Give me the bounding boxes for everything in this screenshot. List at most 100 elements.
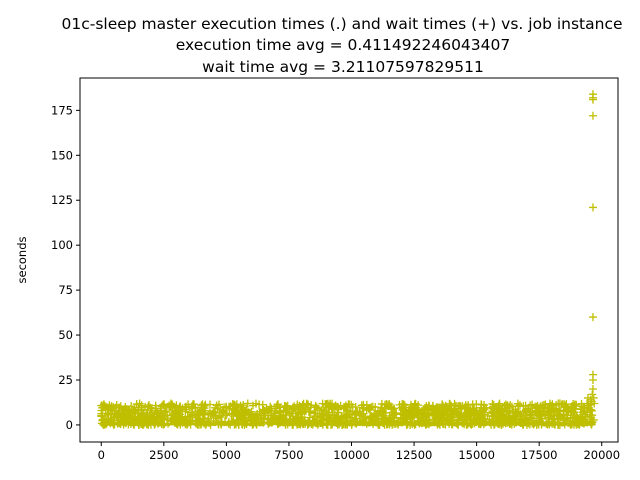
- wait-time-point: [122, 410, 131, 419]
- wait-time-point: [333, 414, 342, 423]
- wait-time-point: [466, 414, 475, 423]
- execution-time-point: [199, 423, 203, 427]
- y-tick-label: 150: [51, 148, 73, 162]
- execution-time-point: [99, 421, 104, 426]
- execution-time-point: [556, 423, 560, 427]
- wait-time-point: [141, 402, 150, 411]
- wait-time-point: [229, 400, 238, 409]
- wait-time-point: [294, 405, 303, 414]
- wait-time-point: [158, 412, 167, 421]
- execution-time-point: [146, 423, 150, 427]
- wait-time-point: [410, 409, 419, 418]
- wait-time-point: [190, 410, 199, 419]
- execution-time-point: [317, 422, 322, 426]
- execution-time-point: [271, 421, 275, 426]
- execution-time-point: [344, 422, 348, 426]
- wait-time-point: [204, 414, 213, 423]
- execution-time-point: [580, 423, 584, 427]
- wait-time-point: [564, 407, 573, 416]
- wait-time-point: [237, 413, 246, 422]
- execution-time-point: [243, 422, 247, 426]
- execution-time-point: [573, 423, 577, 427]
- x-tick-label: 0: [98, 448, 105, 462]
- wait-time-point: [316, 414, 325, 423]
- wait-time-point: [479, 404, 488, 413]
- wait-time-point: [195, 414, 204, 423]
- execution-time-point: [439, 422, 443, 426]
- wait-time-point: [157, 414, 166, 423]
- execution-time-point: [230, 422, 235, 426]
- execution-time-point: [450, 423, 454, 427]
- execution-time-point: [311, 421, 315, 426]
- execution-time-point: [411, 422, 415, 426]
- wait-time-point: [585, 410, 594, 419]
- execution-time-point: [417, 423, 421, 427]
- execution-time-point: [131, 421, 135, 426]
- wait-time-point: [259, 407, 268, 416]
- execution-time-point: [306, 422, 310, 427]
- x-tick-label: 20000: [583, 448, 620, 462]
- wait-time-outlier: [588, 375, 597, 384]
- wait-time-point: [396, 413, 405, 422]
- execution-time-point: [248, 422, 252, 427]
- execution-time-point: [541, 422, 546, 426]
- execution-time-point: [325, 423, 329, 427]
- execution-time-point: [570, 423, 574, 427]
- wait-time-outlier: [588, 95, 597, 104]
- execution-time-point: [407, 422, 412, 426]
- wait-time-point: [528, 404, 537, 413]
- execution-time-point: [296, 422, 300, 426]
- wait-time-point: [557, 400, 566, 409]
- wait-time-point: [302, 399, 311, 408]
- execution-time-point: [116, 423, 120, 427]
- execution-time-point: [315, 423, 319, 427]
- wait-time-outlier: [588, 111, 597, 120]
- wait-time-point: [398, 399, 407, 408]
- execution-time-point: [567, 423, 571, 427]
- x-tick-label: 12500: [396, 448, 433, 462]
- execution-time-point: [371, 421, 375, 426]
- wait-time-point: [243, 399, 252, 408]
- chart-title-line-2: execution time avg = 0.411492246043407: [176, 36, 510, 54]
- x-tick-label: 7500: [274, 448, 303, 462]
- wait-time-point: [494, 401, 503, 410]
- wait-time-point: [288, 403, 297, 412]
- execution-time-point: [196, 421, 200, 425]
- wait-time-point: [435, 407, 444, 416]
- execution-time-point: [251, 421, 255, 425]
- wait-time-point: [255, 400, 264, 409]
- execution-time-point: [105, 422, 109, 426]
- wait-time-point: [318, 399, 327, 408]
- plot-frame: [79, 77, 619, 443]
- execution-time-point: [460, 422, 465, 426]
- execution-time-point: [455, 422, 459, 426]
- wait-time-point: [230, 406, 239, 415]
- execution-time-point: [266, 422, 270, 426]
- wait-time-point: [325, 416, 334, 425]
- wait-time-point: [385, 400, 394, 409]
- wait-time-point: [340, 413, 349, 422]
- y-axis: 0 25 50 75 100 125 150 175: [51, 103, 80, 432]
- execution-time-point: [303, 422, 308, 427]
- wait-time-point: [380, 403, 389, 412]
- execution-time-point: [385, 422, 389, 426]
- wait-time-point: [191, 403, 200, 412]
- wait-time-point: [270, 414, 279, 423]
- execution-time-point: [152, 421, 156, 425]
- execution-time-point: [585, 421, 589, 425]
- execution-time-point: [536, 422, 540, 426]
- wait-time-point: [315, 409, 324, 418]
- execution-time-point: [393, 422, 397, 426]
- wait-time-point: [345, 400, 354, 409]
- execution-time-point: [142, 421, 146, 425]
- wait-time-point: [322, 400, 331, 409]
- execution-time-point: [453, 422, 457, 426]
- wait-time-point: [447, 412, 456, 421]
- wait-time-point: [116, 402, 125, 411]
- wait-time-point: [104, 410, 113, 419]
- y-tick-label: 75: [58, 283, 73, 297]
- execution-time-point: [205, 423, 209, 427]
- wait-time-point: [343, 406, 352, 415]
- wait-time-point: [313, 404, 322, 413]
- y-tick-label: 50: [58, 328, 73, 342]
